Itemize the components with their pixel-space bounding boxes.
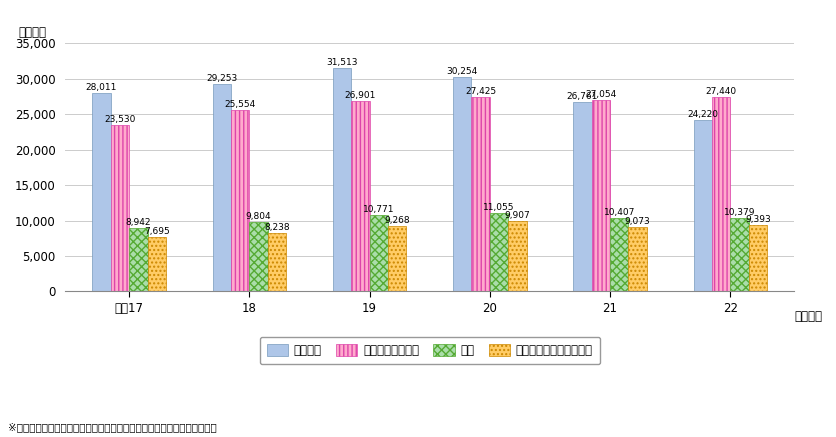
Bar xyxy=(249,222,268,291)
Text: （年度）: （年度） xyxy=(793,310,821,323)
Text: 28,011: 28,011 xyxy=(86,83,117,92)
Text: 27,425: 27,425 xyxy=(465,87,496,96)
Text: 29,253: 29,253 xyxy=(206,74,237,83)
Text: 11,055: 11,055 xyxy=(482,203,514,212)
Text: 9,393: 9,393 xyxy=(744,215,770,224)
Text: 10,379: 10,379 xyxy=(723,208,754,217)
Text: 25,554: 25,554 xyxy=(224,101,256,109)
Text: 9,073: 9,073 xyxy=(624,217,650,226)
Bar xyxy=(628,227,646,291)
Text: 30,254: 30,254 xyxy=(446,67,477,76)
Text: 23,530: 23,530 xyxy=(104,114,135,124)
Text: 27,054: 27,054 xyxy=(584,90,616,99)
Text: 9,907: 9,907 xyxy=(504,211,530,220)
Text: 10,771: 10,771 xyxy=(363,205,394,214)
Bar xyxy=(693,120,711,291)
Bar xyxy=(370,215,388,291)
Text: 10,407: 10,407 xyxy=(603,208,635,217)
Text: 8,942: 8,942 xyxy=(125,218,150,227)
Text: 26,901: 26,901 xyxy=(344,91,375,100)
Bar xyxy=(351,101,370,291)
Text: 9,268: 9,268 xyxy=(384,216,410,225)
Text: 24,220: 24,220 xyxy=(686,110,717,119)
Bar xyxy=(231,111,249,291)
Bar xyxy=(212,84,231,291)
Text: 31,513: 31,513 xyxy=(326,58,357,67)
Legend: 情報通信, ライフサイエンス, 環境, ナノテクノロジー・材料: 情報通信, ライフサイエンス, 環境, ナノテクノロジー・材料 xyxy=(259,337,599,364)
Bar xyxy=(711,97,730,291)
Bar xyxy=(609,218,628,291)
Bar xyxy=(333,68,351,291)
Text: （億円）: （億円） xyxy=(18,25,46,38)
Bar xyxy=(471,97,489,291)
Bar xyxy=(489,213,507,291)
Bar xyxy=(110,125,129,291)
Text: 8,238: 8,238 xyxy=(264,223,289,232)
Text: 26,761: 26,761 xyxy=(566,92,598,101)
Text: ※　研究内容が複数の分野にまたがる場合は、重複して計上されている。: ※ 研究内容が複数の分野にまたがる場合は、重複して計上されている。 xyxy=(8,423,217,433)
Bar xyxy=(573,102,591,291)
Bar xyxy=(129,228,147,291)
Bar xyxy=(507,221,526,291)
Bar xyxy=(388,226,406,291)
Bar xyxy=(730,218,748,291)
Text: 7,695: 7,695 xyxy=(144,227,170,236)
Bar xyxy=(92,93,110,291)
Bar xyxy=(591,100,609,291)
Text: 27,440: 27,440 xyxy=(705,87,736,96)
Bar xyxy=(748,225,767,291)
Text: 9,804: 9,804 xyxy=(246,212,271,221)
Bar xyxy=(268,233,286,291)
Bar xyxy=(147,237,166,291)
Bar xyxy=(452,77,471,291)
